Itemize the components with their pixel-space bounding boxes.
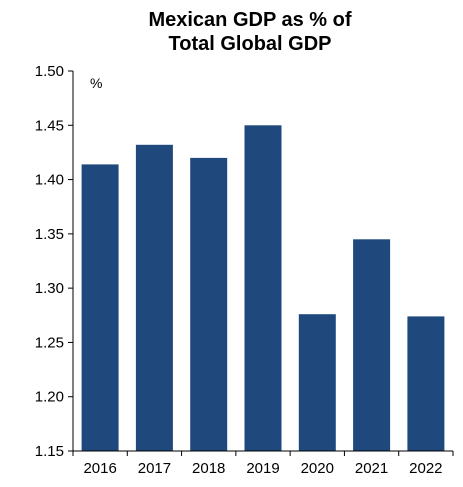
x-tick-label-2016: 2016: [83, 460, 116, 477]
y-tick-label: 1.40: [35, 172, 64, 189]
tick-labels: 1.15 1.20 1.25 1.30 1.35 1.40 1.45 1.50 2016 2017…: [35, 63, 443, 477]
y-unit-label: %: [90, 75, 102, 91]
y-tick-label: 1.25: [35, 334, 64, 351]
bar-2020: [298, 314, 336, 451]
y-tick-label: 1.50: [35, 63, 64, 80]
bar-2017: [135, 144, 173, 452]
x-tick-label-2021: 2021: [355, 460, 388, 477]
x-tick-label-2017: 2017: [138, 460, 171, 477]
bar-2018: [190, 157, 228, 451]
bars: [81, 125, 445, 452]
axes: [68, 70, 454, 456]
bar-2021: [353, 239, 391, 451]
x-tick-label-2022: 2022: [409, 460, 442, 477]
chart-title-line-1: Mexican GDP as % of: [148, 9, 352, 31]
bar-2016: [81, 164, 119, 451]
x-tick-label-2020: 2020: [301, 460, 334, 477]
bar-2022: [407, 316, 445, 451]
chart-title: Mexican GDP as % of Total Global GDP: [40, 8, 460, 56]
x-tick-label-2019: 2019: [246, 460, 279, 477]
y-tick-label: 1.30: [35, 280, 64, 297]
x-tick-label-2018: 2018: [192, 460, 225, 477]
y-tick-label: 1.15: [35, 443, 64, 460]
y-tick-label: 1.20: [35, 389, 64, 406]
bar-2019: [244, 125, 282, 452]
y-tick-label: 1.45: [35, 117, 64, 134]
chart-title-line-2: Total Global GDP: [168, 33, 332, 55]
y-tick-label: 1.35: [35, 226, 64, 243]
